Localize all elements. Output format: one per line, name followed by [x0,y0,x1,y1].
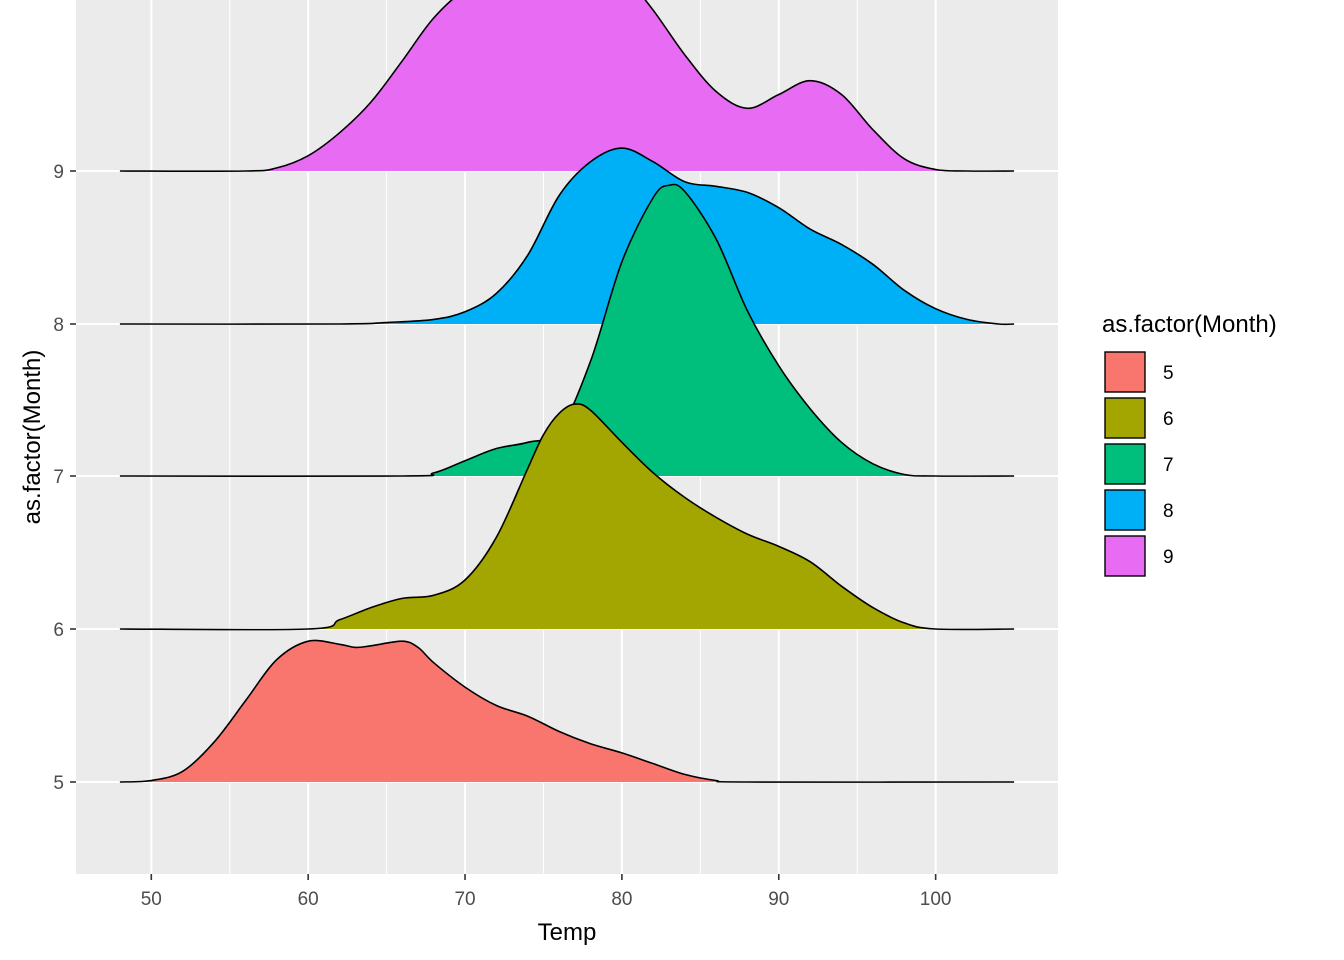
ridge-fill-month-9 [119,0,1015,172]
ridge-outline-month-9 [119,0,1015,173]
y-tick-label: 5 [53,773,64,794]
legend-title: as.factor(Month) [1102,311,1277,338]
legend-key-8 [1104,489,1146,531]
legend-label-9: 9 [1163,547,1174,568]
ridge-outline-month-8 [119,147,1015,326]
x-tick-label: 70 [454,889,475,910]
ridge-fill-month-7 [119,184,1015,477]
ridge-outline-month-5 [119,639,1015,783]
legend-label-6: 6 [1163,409,1174,430]
x-tick-label: 100 [920,889,952,910]
legend-key-6 [1104,397,1146,439]
y-tick-label: 9 [53,162,64,183]
y-tick-label: 8 [53,315,64,336]
legend-key-5 [1104,351,1146,393]
ridge-fill-month-6 [119,403,1015,630]
density-ridges [119,0,1015,783]
legend-key-9 [1104,535,1146,577]
ridge-fill-month-5 [119,640,1015,783]
ridge-outline-month-7 [119,183,1015,478]
x-tick-label: 60 [298,889,319,910]
y-tick-label: 6 [53,620,64,641]
x-axis: 50 60 70 80 90 100 [141,874,952,910]
x-tick-label: 90 [768,889,789,910]
x-tick-label: 50 [141,889,162,910]
x-tick-label: 80 [611,889,632,910]
x-axis-title: Temp [538,919,597,946]
y-axis-title: as.factor(Month) [19,350,46,525]
legend-key-7 [1104,443,1146,485]
legend-label-7: 7 [1163,455,1174,476]
ridge-outline-month-6 [119,403,1015,631]
ridge-fill-month-8 [119,148,1015,325]
legend: as.factor(Month) 5 6 7 8 9 [1102,311,1277,577]
legend-label-5: 5 [1163,363,1174,384]
legend-label-8: 8 [1163,501,1174,522]
y-tick-label: 7 [53,467,64,488]
y-axis: 5 6 7 8 9 [53,162,76,794]
